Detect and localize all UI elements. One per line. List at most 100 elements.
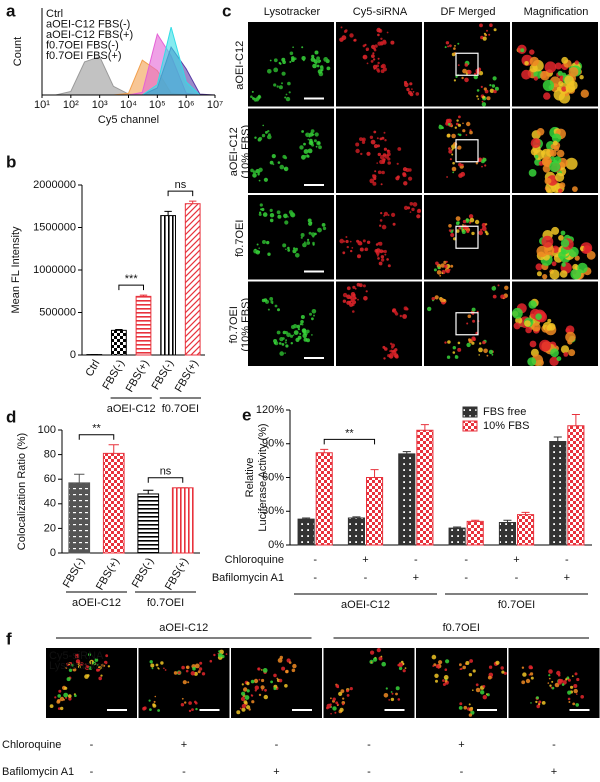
cell-signal <box>536 128 545 136</box>
x-tick-label: 10² <box>63 99 79 111</box>
error-bar <box>370 469 379 478</box>
cell-signal <box>558 188 563 193</box>
cell-signal <box>277 214 282 219</box>
cell-signal <box>448 229 452 232</box>
cell-signal <box>251 90 254 93</box>
cell-signal <box>345 236 348 238</box>
cell-signal <box>434 673 439 678</box>
cell-signal <box>469 130 473 135</box>
cell-signal <box>379 159 384 165</box>
cell-signal <box>458 115 461 119</box>
cell-signal <box>101 663 105 667</box>
zoom-box <box>455 312 479 336</box>
micrograph <box>323 648 415 718</box>
treatment-sign: + <box>551 766 557 778</box>
cell-signal <box>409 202 414 206</box>
cell-signal <box>153 700 156 703</box>
x-tick-label: 10⁴ <box>120 99 137 111</box>
cell-signal <box>549 149 557 157</box>
cell-signal <box>94 658 99 662</box>
cell-signal <box>257 667 261 671</box>
micrograph <box>248 22 334 107</box>
cell-signal <box>540 70 550 81</box>
y-axis-label: Relative <box>244 458 256 498</box>
cell-signal <box>462 665 467 670</box>
cell-signal <box>246 681 250 686</box>
cell-signal <box>482 36 487 41</box>
x-tick-label: FBS(+) <box>173 358 201 394</box>
cell-signal <box>479 342 482 345</box>
cell-signal <box>432 665 435 667</box>
cell-signal <box>395 692 398 696</box>
cell-signal <box>254 685 259 690</box>
column-header: Lysotracker <box>264 6 321 18</box>
error-bar <box>108 444 119 454</box>
cell-signal <box>397 147 402 151</box>
cell-signal <box>285 93 288 96</box>
cell-signal <box>457 123 461 127</box>
treatment-name: Chloroquine <box>225 554 284 566</box>
column-header: DF Merged <box>440 6 495 18</box>
cell-signal <box>482 340 486 345</box>
cell-signal <box>435 261 439 266</box>
cell-signal <box>476 95 479 98</box>
cell-signal <box>269 218 274 223</box>
cell-signal <box>322 226 327 231</box>
cell-signal <box>485 693 488 696</box>
cell-signal <box>386 149 390 152</box>
cell-signal <box>512 307 523 319</box>
cell-signal <box>374 249 379 253</box>
cell-signal <box>443 264 448 269</box>
cell-signal <box>374 170 377 173</box>
cell-signal <box>531 322 541 332</box>
cell-signal <box>264 688 267 692</box>
column-header: Magnification <box>524 6 589 18</box>
bar <box>171 487 194 554</box>
cell-signal <box>279 337 284 342</box>
cell-signal <box>241 691 246 696</box>
cell-signal <box>466 342 471 348</box>
cell-signal <box>567 678 571 682</box>
cell-signal <box>376 68 380 72</box>
x-tick-label: FBS(+) <box>94 556 122 592</box>
cell-signal <box>267 308 270 311</box>
significance-label: ** <box>345 427 354 439</box>
cell-signal <box>411 88 413 90</box>
panel-letter: e <box>242 405 251 424</box>
cell-signal <box>312 63 317 69</box>
error-bar <box>189 200 197 204</box>
treatment-sign: - <box>565 554 569 566</box>
cell-signal <box>570 685 574 689</box>
cell-signal <box>74 694 77 697</box>
cell-signal <box>177 671 181 675</box>
bar <box>567 425 585 546</box>
cell-signal <box>572 702 576 706</box>
cell-signal <box>84 674 89 679</box>
cell-signal <box>149 660 153 664</box>
cell-signal <box>266 240 270 245</box>
cell-signal <box>158 668 160 670</box>
cell-signal <box>549 161 561 173</box>
cell-signal <box>561 56 569 64</box>
cell-signal <box>160 661 164 665</box>
cell-signal <box>416 209 421 214</box>
y-tick-label: 60 <box>44 473 56 485</box>
cell-signal <box>252 173 257 178</box>
cell-signal <box>469 217 475 223</box>
cell-signal <box>484 230 488 234</box>
cell-signal <box>464 63 469 67</box>
cell-signal <box>376 27 382 33</box>
cell-signal <box>459 702 463 706</box>
cell-signal <box>277 658 283 663</box>
cell-signal <box>239 707 242 710</box>
cell-signal <box>478 230 484 236</box>
cell-signal <box>560 230 566 236</box>
cell-signal <box>92 661 96 666</box>
cell-signal <box>313 59 318 64</box>
cell-signal <box>475 687 481 693</box>
cell-signal <box>574 60 579 65</box>
cell-signal <box>299 145 304 150</box>
cell-signal <box>563 352 569 357</box>
cell-signal <box>186 665 190 670</box>
